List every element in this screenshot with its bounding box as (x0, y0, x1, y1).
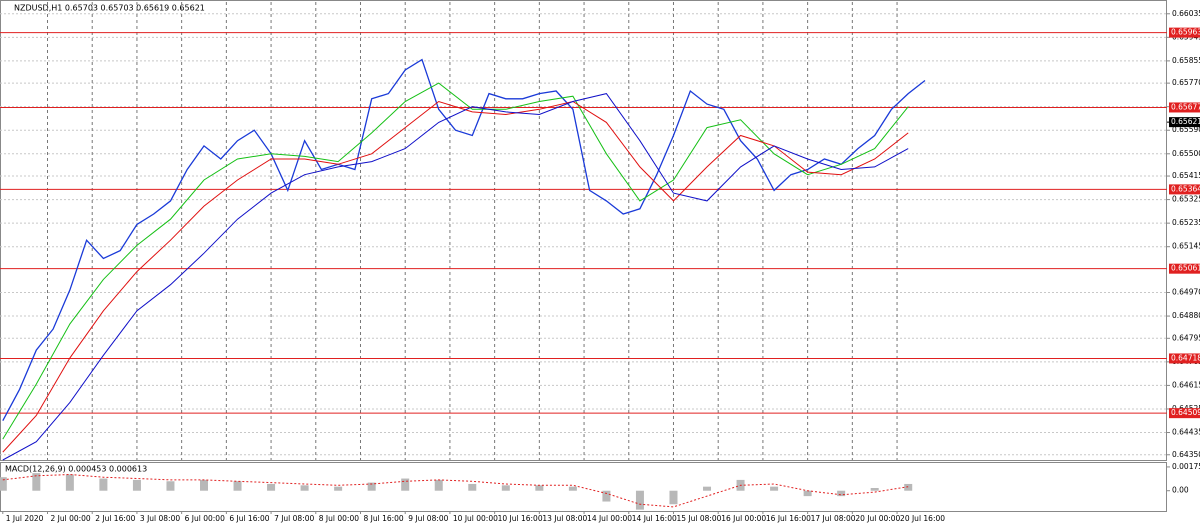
macd-bar (870, 488, 879, 491)
level-label: 0.65364 (1171, 184, 1200, 193)
signal-line (2, 473, 909, 508)
x-tick-label: 2 Jul 16:00 (95, 514, 135, 523)
macd-bar (367, 482, 376, 491)
y-tick-label: 0.001759 (1172, 462, 1200, 471)
macd-bar (434, 479, 443, 491)
last-price-label: 0.65621 (1171, 117, 1200, 126)
macd-bar (635, 490, 644, 510)
y-tick-label: 0.65855 (1172, 56, 1200, 65)
x-tick-label: 6 Jul 16:00 (229, 514, 269, 523)
price-line (2, 58, 926, 422)
level-label: 0.65061 (1171, 264, 1200, 273)
y-tick-label: 0.64970 (1172, 288, 1200, 297)
macd-bar (468, 483, 477, 491)
x-tick-label: 10 Jul 00:00 (453, 514, 498, 523)
x-tick-label: 2 Jul 00:00 (51, 514, 91, 523)
y-tick-label: 0.65415 (1172, 171, 1200, 180)
macd-bar (535, 485, 544, 491)
moving-average (2, 100, 909, 453)
x-tick-label: 17 Jul 08:00 (811, 514, 856, 523)
macd-bar (233, 481, 242, 491)
x-tick-label: 3 Jul 08:00 (140, 514, 180, 523)
y-tick-label: 0.64880 (1172, 311, 1200, 320)
x-tick-label: 1 Jul 2020 (6, 514, 44, 523)
x-tick-label: 14 Jul 00:00 (587, 514, 632, 523)
level-label-box (1169, 408, 1200, 419)
macd-bar (200, 479, 209, 491)
macd-bar (65, 474, 74, 491)
main-panel (0, 0, 1167, 461)
macd-bar (669, 490, 678, 505)
x-tick-label: 16 Jul 16:00 (766, 514, 811, 523)
macd-bar (32, 473, 41, 491)
macd-bar (132, 479, 141, 491)
x-tick-label: 7 Jul 08:00 (274, 514, 314, 523)
level-label-box (1169, 263, 1200, 274)
level-label: 0.64718 (1171, 353, 1200, 362)
macd-bar (803, 490, 812, 497)
macd-bar (602, 490, 611, 502)
y-tick-label: 0.65590 (1172, 125, 1200, 134)
macd-bar (401, 478, 410, 491)
macd-bar (501, 485, 510, 491)
level-label-box (1169, 184, 1200, 195)
macd-bar (267, 483, 276, 491)
macd-bar (568, 486, 577, 491)
moving-average (2, 93, 909, 461)
macd-bar (770, 486, 779, 491)
x-tick-label: 9 Jul 08:00 (408, 514, 448, 523)
y-tick-label: 0.65235 (1172, 218, 1200, 227)
level-label-box (1169, 102, 1200, 113)
x-tick-label: 15 Jul 08:00 (676, 514, 721, 523)
y-tick-label: 0.65770 (1172, 78, 1200, 87)
x-tick-label: 13 Jul 08:00 (542, 514, 587, 523)
x-tick-label: 6 Jul 00:00 (185, 514, 225, 523)
macd-bar (300, 485, 309, 491)
last-price-box (1169, 117, 1200, 128)
y-tick-label: 0.65325 (1172, 195, 1200, 204)
macd-bar (99, 478, 108, 491)
y-tick-label: 0.00 (1172, 486, 1189, 495)
macd-panel (0, 462, 1167, 512)
chart-title: NZDUSD,H1 0.65703 0.65703 0.65619 0.6562… (14, 4, 205, 13)
level-label: 0.65963 (1171, 28, 1200, 37)
y-tick-label: 0.64435 (1172, 428, 1200, 437)
level-label-box (1169, 27, 1200, 38)
macd-bar (0, 477, 7, 491)
x-tick-label: 20 Jul 16:00 (900, 514, 945, 523)
y-tick-label: 0.64795 (1172, 333, 1200, 342)
level-label: 0.64509 (1171, 408, 1200, 417)
x-tick-label: 16 Jul 00:00 (721, 514, 766, 523)
macd-bar (166, 481, 175, 491)
macd-bar (703, 486, 712, 491)
y-tick-label: 0.65145 (1172, 242, 1200, 251)
x-tick-label: 8 Jul 00:00 (319, 514, 359, 523)
moving-average (2, 82, 909, 440)
level-label-box (1169, 353, 1200, 364)
macd-bar (904, 483, 913, 491)
level-label: 0.65677 (1171, 102, 1200, 111)
x-tick-label: 14 Jul 16:00 (632, 514, 677, 523)
y-tick-label: 0.66035 (1172, 9, 1200, 18)
x-tick-label: 10 Jul 16:00 (498, 514, 543, 523)
macd-title: MACD(12,26,9) 0.000453 0.000613 (5, 465, 147, 474)
y-tick-label: 0.64615 (1172, 380, 1200, 389)
x-tick-label: 8 Jul 16:00 (363, 514, 403, 523)
y-tick-label: 0.65500 (1172, 149, 1200, 158)
y-tick-label: 0.64350 (1172, 450, 1200, 459)
macd-bar (837, 490, 846, 497)
x-tick-label: 20 Jul 00:00 (855, 514, 900, 523)
macd-bar (334, 486, 343, 491)
